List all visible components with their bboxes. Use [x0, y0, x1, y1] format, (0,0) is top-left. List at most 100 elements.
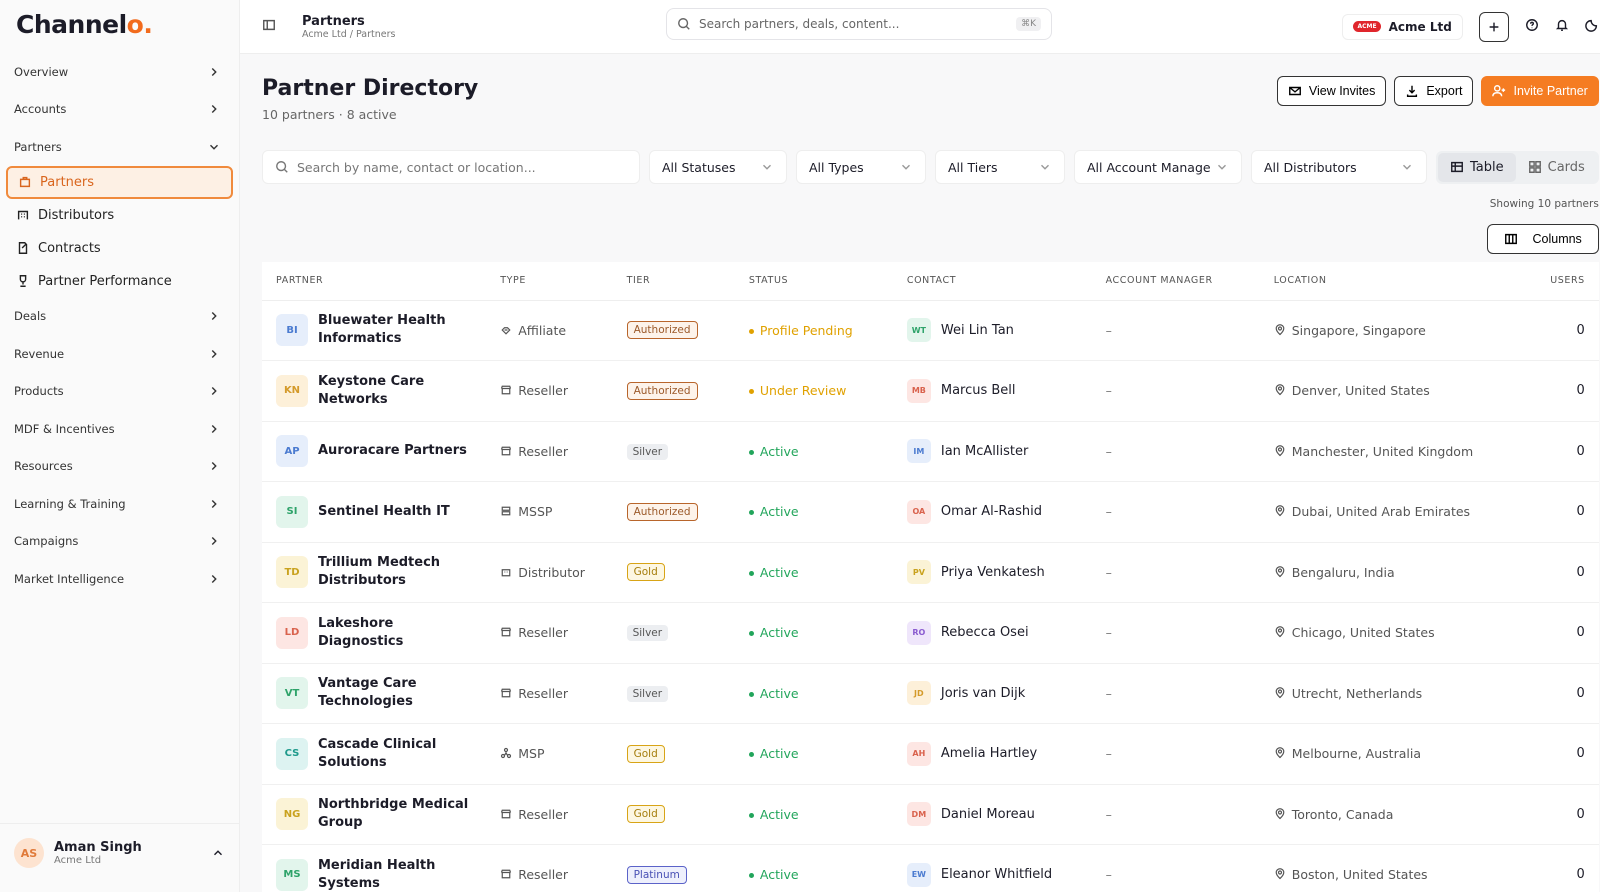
icon — [19, 176, 31, 188]
sub-nav-item[interactable]: Partners — [6, 165, 233, 199]
header-button[interactable]: Invite Partner — [1481, 76, 1599, 106]
type-cell: MSSP — [486, 481, 613, 543]
status-dot — [748, 873, 754, 879]
icon — [1275, 505, 1285, 517]
nav-item[interactable]: Learning & Training — [0, 485, 239, 523]
nav-label: Accounts — [14, 102, 67, 117]
nav-item[interactable]: Resources — [0, 448, 239, 486]
filter-dropdown[interactable]: All Statuses — [649, 150, 787, 184]
nav-item[interactable]: Partners — [0, 128, 239, 166]
sub-nav-item[interactable]: Partner Performance — [6, 265, 233, 298]
sub-nav-item[interactable]: Contracts — [6, 232, 233, 265]
notifications-icon[interactable] — [1555, 17, 1569, 36]
nav-item[interactable]: Overview — [0, 53, 239, 91]
filter-search-placeholder: Search by name, contact or location... — [297, 159, 536, 175]
partner-row[interactable]: AP Auroracare Partners Reseller Silver Activ… — [262, 421, 1599, 482]
status-cell: Active — [734, 784, 893, 845]
tier-badge: Authorized — [626, 381, 698, 400]
icon — [211, 574, 217, 583]
partner-name: Meridian Health Systems — [318, 857, 436, 891]
org-switcher[interactable]: ACME Acme Ltd — [1342, 13, 1463, 40]
icon — [211, 312, 217, 321]
breadcrumb: Acme Ltd / Partners — [302, 28, 396, 40]
type-label: Reseller — [518, 806, 569, 822]
global-search[interactable]: Search partners, deals, content... ⌘K — [666, 8, 1052, 40]
type-label: Reseller — [518, 867, 569, 883]
filter-search[interactable]: Search by name, contact or location... — [262, 150, 640, 184]
contact-avatar: OA — [906, 499, 931, 524]
type-cell: Reseller — [486, 784, 613, 845]
location-cell: Utrecht, Netherlands — [1259, 663, 1535, 724]
contact-name: Priya Venkatesh — [940, 564, 1045, 580]
icon — [211, 387, 217, 396]
user-card[interactable]: AS Aman Singh Acme Ltd — [0, 823, 239, 868]
header-button[interactable]: Export — [1394, 76, 1474, 106]
contact-avatar: RO — [906, 620, 931, 645]
location-label: Chicago, United States — [1291, 625, 1435, 641]
partner-row[interactable]: CS Cascade Clinical Solutions MSP Gold Activ… — [262, 723, 1599, 785]
header-button[interactable]: View Invites — [1276, 76, 1387, 106]
status-label: Active — [759, 504, 799, 520]
partner-avatar: CS — [276, 737, 308, 770]
manager-cell: – — [1091, 421, 1260, 482]
header-row: PARTNER TYPE TIER STATUS CONTACT ACCOUNT MANA… — [262, 262, 1599, 301]
status-dot — [748, 631, 754, 637]
icon — [1041, 164, 1049, 170]
users-cell: 0 — [1534, 784, 1599, 845]
partner-row[interactable]: KN Keystone Care Networks Reseller Authoriz… — [262, 360, 1599, 422]
nav-item[interactable]: Deals — [0, 298, 239, 336]
icon — [763, 164, 771, 170]
icon — [1528, 161, 1541, 173]
filter-dropdown[interactable]: All Distributors — [1251, 150, 1427, 184]
location-cell: Denver, United States — [1259, 360, 1535, 422]
nav-item[interactable]: Revenue — [0, 335, 239, 373]
header-buttons: View Invites Export Invite Partner — [1276, 76, 1599, 150]
add-button[interactable] — [1478, 11, 1509, 42]
theme-icon[interactable] — [1585, 17, 1599, 36]
view-option[interactable]: Table — [1438, 152, 1516, 182]
contact-cell: WT Wei Lin Tan — [892, 300, 1092, 361]
partner-row[interactable]: NG Northbridge Medical Group Reseller Gold A… — [262, 784, 1599, 845]
users-cell: 0 — [1534, 663, 1599, 724]
contact: DM Daniel Moreau — [906, 802, 1078, 827]
columns-button[interactable]: Columns — [1487, 224, 1599, 254]
filter-dropdown[interactable]: All Types — [796, 150, 926, 184]
nav-item[interactable]: Campaigns — [0, 523, 239, 561]
topbar: Partners Acme Ltd / Partners Search partne… — [240, 0, 1600, 54]
status-cell: Active — [734, 663, 893, 724]
nav-item[interactable]: MDF & Incentives — [0, 410, 239, 448]
nav-item[interactable]: Market Intelligence — [0, 560, 239, 598]
view-option[interactable]: Cards — [1516, 153, 1597, 182]
status-cell: Active — [734, 542, 893, 603]
tier-badge: Gold — [626, 805, 665, 824]
type-label: MSSP — [518, 504, 553, 520]
partner-row[interactable]: LD Lakeshore Diagnostics Reseller Silver Act… — [262, 602, 1599, 664]
partner-row[interactable]: TD Trillium Medtech Distributors Distribut… — [262, 542, 1599, 603]
contact: EW Eleanor Whitfield — [906, 862, 1078, 887]
partner-row[interactable]: SI Sentinel Health IT MSSP Authorized Active… — [262, 481, 1599, 543]
location-label: Dubai, United Arab Emirates — [1291, 504, 1471, 520]
users-cell: 0 — [1534, 844, 1599, 892]
showing-count: Showing 10 partners — [1489, 198, 1599, 210]
users-cell: 0 — [1534, 602, 1599, 664]
partner: MS Meridian Health Systems — [276, 857, 472, 892]
icon — [18, 242, 28, 254]
tier-badge: Platinum — [626, 865, 687, 884]
partner-cell: TD Trillium Medtech Distributors — [262, 542, 487, 603]
sub-nav-item[interactable]: Distributors — [6, 199, 233, 232]
partner: NG Northbridge Medical Group — [276, 796, 472, 832]
filter-dropdown[interactable]: All Account Manage — [1074, 150, 1242, 184]
contact: RO Rebecca Osei — [906, 620, 1078, 645]
nav-item[interactable]: Products — [0, 373, 239, 411]
partner-row[interactable]: VT Vantage Care Technologies Reseller Silve… — [262, 663, 1599, 724]
help-icon[interactable] — [1525, 17, 1539, 36]
nav-label: Campaigns — [14, 534, 79, 549]
filter-row: Search by name, contact or location... Al… — [262, 150, 1599, 184]
partner-row[interactable]: MS Meridian Health Systems Reseller Platinu… — [262, 844, 1599, 892]
location-label: Toronto, Canada — [1291, 806, 1394, 822]
sidebar-toggle[interactable] — [262, 17, 276, 36]
filter-dropdown[interactable]: All Tiers — [935, 150, 1065, 184]
location-label: Boston, United States — [1291, 867, 1428, 883]
partner-row[interactable]: BI Bluewater Health Informatics Affiliate A… — [262, 300, 1599, 361]
nav-item[interactable]: Accounts — [0, 91, 239, 129]
